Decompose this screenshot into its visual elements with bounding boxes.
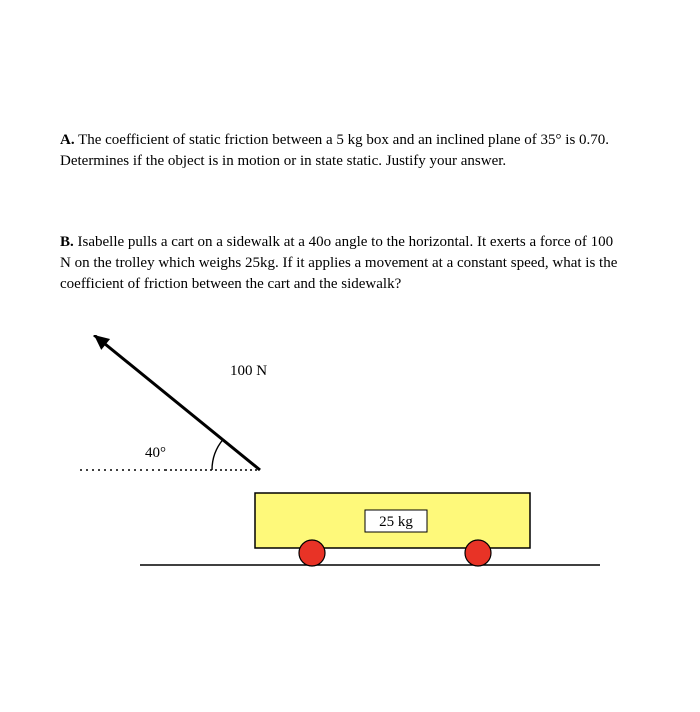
wheel-left	[299, 540, 325, 566]
wheel-right	[465, 540, 491, 566]
angle-arc	[212, 439, 223, 470]
diagram-svg: 100 N 40° 25 kg	[60, 335, 620, 605]
angle-label: 40°	[145, 445, 166, 461]
problem-a-label: A.	[60, 132, 75, 148]
force-label: 100 N	[230, 363, 267, 379]
problem-b-label: B.	[60, 234, 74, 250]
problem-a-line1: The coefficient of static friction betwe…	[75, 132, 609, 148]
problem-a-line2: Determines if the object is in motion or…	[60, 153, 506, 169]
force-arrow-line	[94, 335, 260, 470]
cart-diagram: 100 N 40° 25 kg	[60, 335, 620, 605]
problem-b-line1: Isabelle pulls a cart on a sidewalk at a…	[74, 234, 613, 250]
problem-b: B. Isabelle pulls a cart on a sidewalk a…	[60, 232, 640, 295]
problem-a: A. The coefficient of static friction be…	[60, 130, 640, 172]
problem-b-line2: N on the trolley which weighs 25kg. If i…	[60, 255, 617, 271]
problem-b-line3: coefficient of friction between the cart…	[60, 276, 401, 292]
mass-label: 25 kg	[379, 514, 413, 530]
page-content: A. The coefficient of static friction be…	[0, 0, 700, 605]
